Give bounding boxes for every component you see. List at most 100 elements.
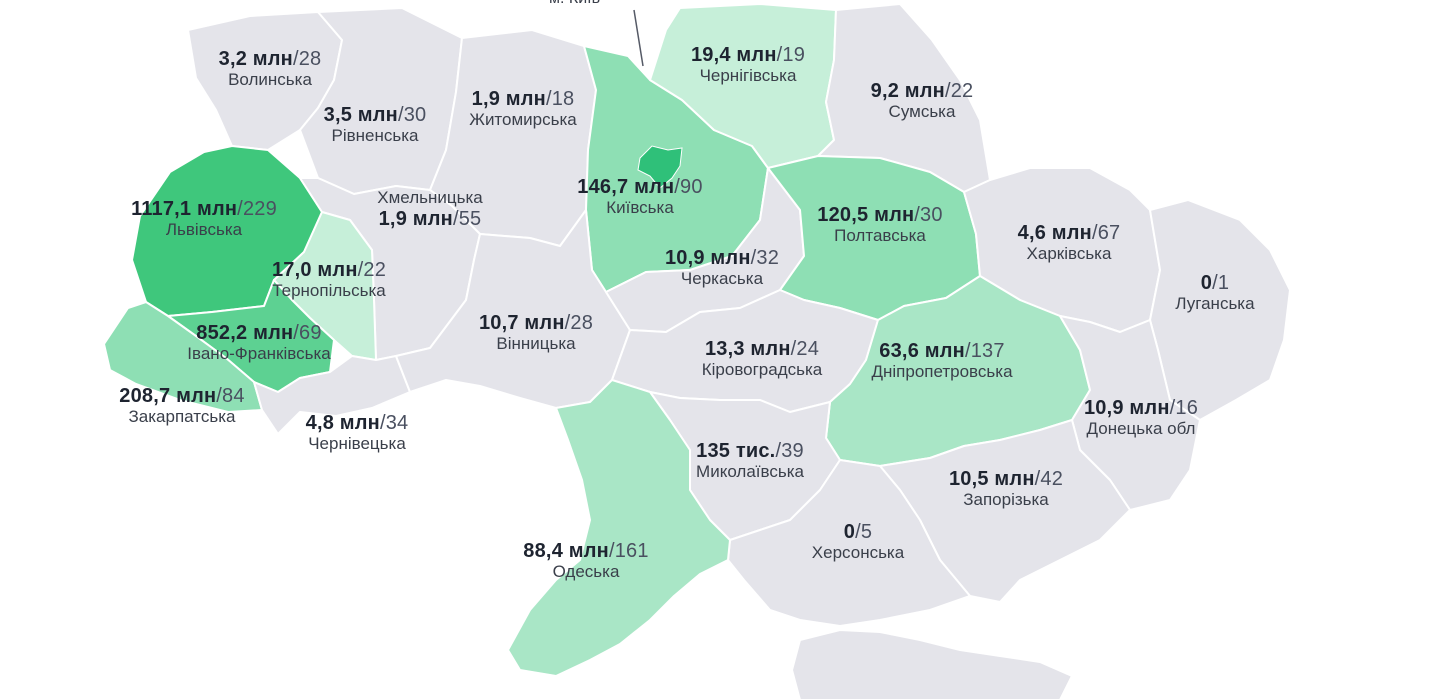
region-label-khmelnytska: Хмельницька 1,9 млн/55 — [377, 188, 482, 230]
region-value: 10,9 млн/16 — [1084, 397, 1198, 419]
region-count: 5 — [860, 521, 873, 543]
region-label-ivanofrankivska: 852,2 млн/69 Івано-Франківська — [187, 322, 330, 364]
region-label-ternopilska: 17,0 млн/22 Тернопільська — [272, 259, 386, 301]
region-name: Полтавська — [834, 226, 926, 245]
region-name: Кіровоградська — [701, 360, 823, 379]
region-amount: 10,9 млн — [1083, 397, 1170, 419]
region-count: 28 — [570, 312, 594, 334]
region-label-cherkaska: 10,9 млн/32 Черкаська — [665, 247, 779, 289]
value-separator: / — [216, 385, 223, 407]
region-label-poltavska: 120,5 млн/30 Полтавська — [817, 204, 942, 246]
value-separator: / — [855, 521, 861, 543]
region-amount: 10,7 млн — [478, 312, 565, 334]
value-separator: / — [1034, 468, 1041, 490]
region-amount: 4,8 млн — [305, 412, 380, 434]
region-value: 1,9 млн/55 — [377, 208, 482, 230]
region-label-sumska: 9,2 млн/22 Сумська — [871, 80, 974, 122]
region-name: Херсонська — [811, 543, 905, 562]
value-separator: / — [776, 44, 783, 66]
region-amount: 208,7 млн — [119, 385, 217, 407]
region-odeska[interactable] — [507, 379, 731, 677]
region-ternopilska[interactable] — [273, 211, 377, 361]
region-name: Черкаська — [680, 269, 764, 288]
value-separator: / — [750, 247, 757, 269]
region-count: 16 — [1175, 397, 1199, 419]
region-value: 4,6 млн/67 — [1018, 222, 1121, 244]
region-label-volynska: 3,2 млн/28 Волинська — [219, 48, 322, 90]
value-separator: / — [944, 80, 951, 102]
region-value: 3,2 млн/28 — [219, 48, 322, 70]
value-separator: / — [545, 88, 552, 110]
region-value: 13,3 млн/24 — [702, 338, 823, 360]
region-name: Чернігівська — [699, 66, 797, 85]
region-label-rivnenska: 3,5 млн/30 Рівненська — [324, 104, 427, 146]
region-donetska[interactable] — [1059, 315, 1201, 511]
region-amount: 3,5 млн — [323, 104, 398, 126]
region-crimea[interactable] — [791, 629, 1073, 700]
region-label-luhanska: 0/1 Луганська — [1175, 272, 1254, 314]
region-label-zakarpatska: 208,7 млн/84 Закарпатська — [119, 385, 244, 427]
region-count: 18 — [551, 88, 575, 110]
region-count: 67 — [1097, 222, 1121, 244]
region-name: Житомирська — [469, 110, 577, 129]
region-value: 63,6 млн/137 — [871, 340, 1012, 362]
region-amount: 852,2 млн — [196, 322, 294, 344]
value-separator: / — [397, 104, 404, 126]
region-count: 22 — [950, 80, 974, 102]
value-separator: / — [674, 176, 681, 198]
region-amount: 10,9 млн — [664, 247, 751, 269]
region-value: 10,7 млн/28 — [479, 312, 593, 334]
region-name: Харківська — [1026, 244, 1112, 263]
region-label-kyivska: 146,7 млн/90 Київська — [577, 176, 702, 218]
region-value: 852,2 млн/69 — [187, 322, 330, 344]
value-separator: / — [237, 198, 243, 220]
region-name: Івано-Франківська — [187, 344, 331, 363]
region-value: 10,5 млн/42 — [949, 468, 1063, 490]
region-count: 22 — [363, 259, 387, 281]
region-kyiv-city[interactable] — [637, 145, 683, 189]
region-label-kharkivska: 4,6 млн/67 Харківська — [1018, 222, 1121, 264]
region-amount: 0 — [1200, 272, 1213, 294]
region-khersonska[interactable] — [727, 459, 971, 627]
region-amount: 3,2 млн — [218, 48, 293, 70]
region-name: Запорізька — [963, 490, 1049, 509]
region-amount: 63,6 млн — [879, 340, 965, 362]
region-count: 1 — [1217, 272, 1230, 294]
region-label-kirovohradska: 13,3 млн/24 Кіровоградська — [702, 338, 823, 380]
region-name: Київська — [606, 198, 674, 217]
region-name: Вінницька — [496, 334, 576, 353]
region-value: 17,0 млн/22 — [272, 259, 386, 281]
region-value: 120,5 млн/30 — [817, 204, 942, 226]
region-value: 0/5 — [812, 521, 904, 543]
region-name: Закарпатська — [128, 407, 236, 426]
region-amount: 4,6 млн — [1017, 222, 1092, 244]
region-name: Сумська — [888, 102, 956, 121]
region-count: 90 — [680, 176, 703, 198]
regions-layer — [103, 3, 1291, 700]
region-value: 1117,1 млн/229 — [131, 198, 277, 220]
region-name: Миколаївська — [696, 462, 804, 481]
region-label-donetska: 10,9 млн/16 Донецька обл — [1084, 397, 1198, 439]
region-amount: 146,7 млн — [577, 176, 675, 198]
region-name: Львівська — [165, 220, 243, 239]
region-label-vinnytska: 10,7 млн/28 Вінницька — [479, 312, 593, 354]
region-amount: 17,0 млн — [271, 259, 358, 281]
value-separator: / — [608, 540, 615, 562]
region-count: 161 — [614, 540, 649, 562]
value-separator: / — [1169, 397, 1176, 419]
region-value: 1,9 млн/18 — [469, 88, 577, 110]
region-name: Дніпропетровська — [871, 362, 1013, 381]
region-name: Одеська — [552, 562, 620, 581]
value-separator: / — [964, 340, 971, 362]
region-name: Тернопільська — [272, 281, 386, 300]
region-amount: 0 — [843, 521, 856, 543]
region-label-zaporizka: 10,5 млн/42 Запорізька — [949, 468, 1063, 510]
region-count: 42 — [1040, 468, 1064, 490]
region-amount: 10,5 млн — [948, 468, 1035, 490]
region-value: 3,5 млн/30 — [324, 104, 427, 126]
value-separator: / — [1212, 272, 1218, 294]
region-amount: 1,9 млн — [471, 88, 546, 110]
region-count: 24 — [796, 338, 820, 360]
region-value: 135 тис./39 — [696, 440, 804, 462]
region-value: 0/1 — [1175, 272, 1254, 294]
